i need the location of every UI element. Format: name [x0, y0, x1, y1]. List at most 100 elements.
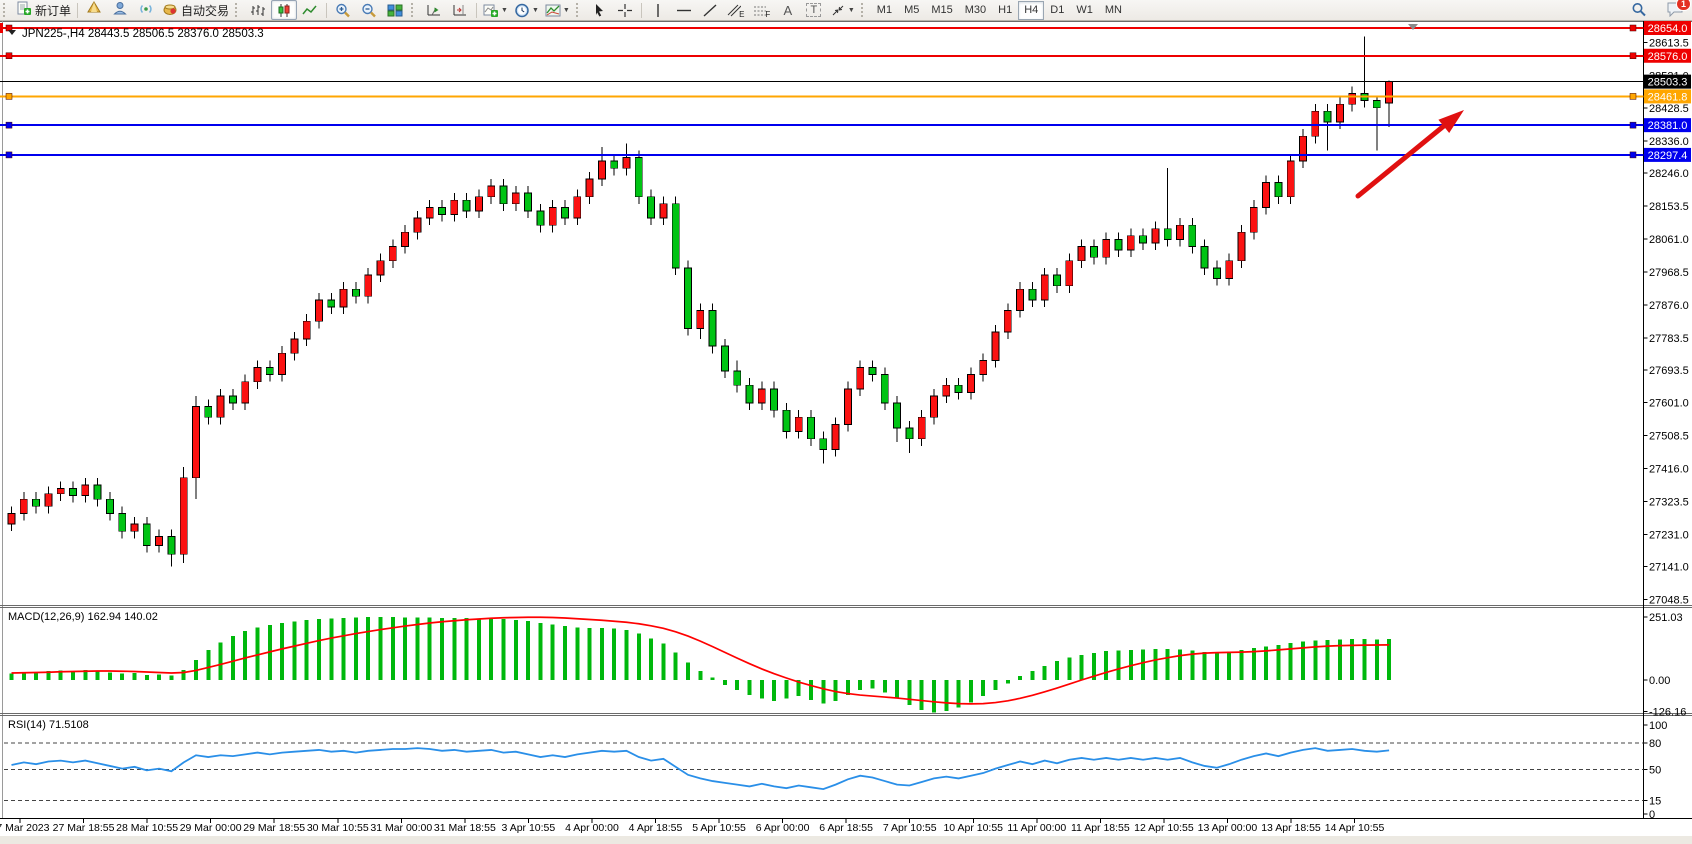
svg-text:4 Apr 00:00: 4 Apr 00:00 — [565, 822, 619, 834]
periods-button[interactable]: ▼ — [511, 0, 542, 20]
equidistant-channel-icon — [727, 4, 742, 16]
trendline-icon — [703, 3, 717, 17]
rsi-panel[interactable]: RSI(14) 71.5108 100 80 50 150 — [4, 719, 1667, 821]
tab-timeframe-m30[interactable]: M30 — [964, 4, 987, 16]
svg-text:28428.5: 28428.5 — [1649, 103, 1689, 115]
signal-icon — [138, 1, 154, 19]
search-icon — [1632, 3, 1646, 17]
svg-text:251.03: 251.03 — [1649, 612, 1683, 624]
tile-windows-icon — [387, 4, 403, 16]
auto-scroll-button[interactable] — [421, 0, 447, 20]
shift-marker[interactable] — [1408, 24, 1418, 30]
navigator-button[interactable] — [107, 0, 133, 20]
svg-text:4 Apr 18:55: 4 Apr 18:55 — [629, 822, 683, 834]
chart-window[interactable]: 28613.528521.028428.528336.028246.028153… — [0, 21, 1692, 844]
search-button[interactable] — [1626, 0, 1652, 20]
chart-header: JPN225-,H4 28443.5 28506.5 28376.0 28503… — [8, 28, 264, 40]
svg-text:29 Mar 00:00: 29 Mar 00:00 — [180, 822, 242, 834]
svg-text:28246.0: 28246.0 — [1649, 168, 1689, 180]
template-icon — [545, 4, 561, 16]
svg-text:28336.0: 28336.0 — [1649, 136, 1689, 148]
trend-arrow-annotation[interactable] — [1355, 110, 1464, 199]
svg-text:6 Apr 00:00: 6 Apr 00:00 — [756, 822, 810, 834]
candlestick-icon — [278, 3, 290, 17]
new-order-button[interactable]: 新订单 — [13, 0, 74, 20]
svg-text:100: 100 — [1649, 720, 1667, 732]
cursor-icon — [595, 3, 603, 16]
svg-text:11 Apr 18:55: 11 Apr 18:55 — [1071, 822, 1130, 834]
tab-timeframe-h1[interactable]: H1 — [998, 4, 1013, 16]
templates-button[interactable]: ▼ — [542, 0, 573, 20]
tile-windows-button[interactable] — [382, 0, 408, 20]
rsi-label: RSI(14) 71.5108 — [8, 719, 89, 731]
svg-text:27693.5: 27693.5 — [1649, 365, 1689, 377]
fibonacci-tool-button[interactable]: F — [749, 0, 775, 20]
svg-text:13 Apr 00:00: 13 Apr 00:00 — [1198, 822, 1258, 834]
line-chart-mode-button[interactable] — [297, 0, 323, 20]
label-tool-letter: T — [806, 3, 822, 17]
bar-chart-mode-button[interactable] — [245, 0, 271, 20]
arrows-tool-button[interactable]: ▼ — [827, 0, 858, 20]
text-label-tool-button[interactable]: T — [801, 0, 827, 20]
crosshair-icon — [617, 3, 632, 17]
trendline-tool-button[interactable] — [697, 0, 723, 20]
text-tool-button[interactable]: A — [775, 0, 801, 20]
toolbar-grip[interactable] — [3, 3, 10, 17]
chart-background — [0, 21, 1692, 844]
auto-scroll-icon — [427, 4, 441, 15]
bar-chart-icon — [251, 4, 266, 16]
svg-text:27508.5: 27508.5 — [1649, 431, 1689, 443]
price-level-lines[interactable]: 28654.0 28576.0 28503.3 28461.8 28381.0 28297… — [0, 21, 1691, 162]
zoom-out-icon — [362, 3, 376, 17]
svg-text:5 Apr 10:55: 5 Apr 10:55 — [692, 822, 746, 834]
chart-shift-button[interactable] — [447, 0, 473, 20]
svg-text:13 Apr 18:55: 13 Apr 18:55 — [1261, 822, 1321, 834]
indicators-add-icon — [483, 4, 499, 17]
candle-chart-mode-button[interactable] — [271, 0, 298, 20]
tab-timeframe-h4[interactable]: H4 — [1018, 0, 1045, 20]
tab-timeframe-m5[interactable]: M5 — [904, 4, 920, 16]
signals-button[interactable] — [133, 0, 159, 20]
svg-text:27 Mar 18:55: 27 Mar 18:55 — [53, 822, 115, 834]
svg-text:31 Mar 00:00: 31 Mar 00:00 — [370, 822, 432, 834]
channel-tool-button[interactable]: E — [723, 0, 749, 20]
vertical-line-tool-button[interactable] — [645, 0, 671, 20]
svg-text:11 Apr 00:00: 11 Apr 00:00 — [1007, 822, 1066, 834]
tab-timeframe-d1[interactable]: D1 — [1050, 4, 1065, 16]
market-watch-button[interactable] — [81, 0, 107, 20]
svg-text:29 Mar 18:55: 29 Mar 18:55 — [243, 822, 305, 834]
svg-text:27783.5: 27783.5 — [1649, 333, 1689, 345]
cursor-tool-button[interactable] — [586, 0, 612, 20]
tab-timeframe-mn[interactable]: MN — [1104, 4, 1122, 16]
svg-text:27323.5: 27323.5 — [1649, 496, 1689, 508]
svg-text:31 Mar 18:55: 31 Mar 18:55 — [434, 822, 496, 834]
zoom-out-button[interactable] — [356, 0, 382, 20]
fibo-letter: F — [765, 10, 771, 19]
svg-text:27601.0: 27601.0 — [1649, 398, 1689, 410]
notifications-button[interactable]: 1 — [1666, 0, 1691, 20]
zoom-in-button[interactable] — [330, 0, 356, 20]
svg-text:27141.0: 27141.0 — [1649, 561, 1689, 573]
notification-badge: 1 — [1675, 0, 1691, 11]
symbol-dropdown-icon[interactable] — [8, 30, 16, 35]
svg-text:12 Apr 10:55: 12 Apr 10:55 — [1134, 822, 1194, 834]
crosshair-tool-button[interactable] — [612, 0, 638, 20]
price-axis[interactable]: 28613.528521.028428.528336.028246.028153… — [1643, 37, 1689, 606]
clock-icon — [515, 3, 529, 17]
chart-canvas[interactable]: 28613.528521.028428.528336.028246.028153… — [0, 21, 1692, 844]
auto-trading-button[interactable]: 自动交易 — [159, 0, 232, 20]
macd-label: MACD(12,26,9) 162.94 140.02 — [8, 611, 158, 623]
svg-text:27968.5: 27968.5 — [1649, 267, 1689, 279]
macd-panel[interactable]: MACD(12,26,9) 162.94 140.02 251.03 0.00 -12… — [8, 611, 1686, 719]
indicators-button[interactable]: ▼ — [480, 0, 511, 20]
new-order-icon — [16, 1, 32, 19]
tab-timeframe-m15[interactable]: M15 — [931, 4, 953, 16]
arrows-icon — [832, 5, 844, 15]
svg-text:27 Mar 2023: 27 Mar 2023 — [0, 822, 50, 834]
svg-text:10 Apr 10:55: 10 Apr 10:55 — [943, 822, 1003, 834]
tab-timeframe-w1[interactable]: W1 — [1076, 4, 1093, 16]
line-chart-icon — [302, 5, 317, 14]
tab-timeframe-m1[interactable]: M1 — [876, 4, 893, 16]
horizontal-line-tool-button[interactable] — [671, 0, 697, 20]
